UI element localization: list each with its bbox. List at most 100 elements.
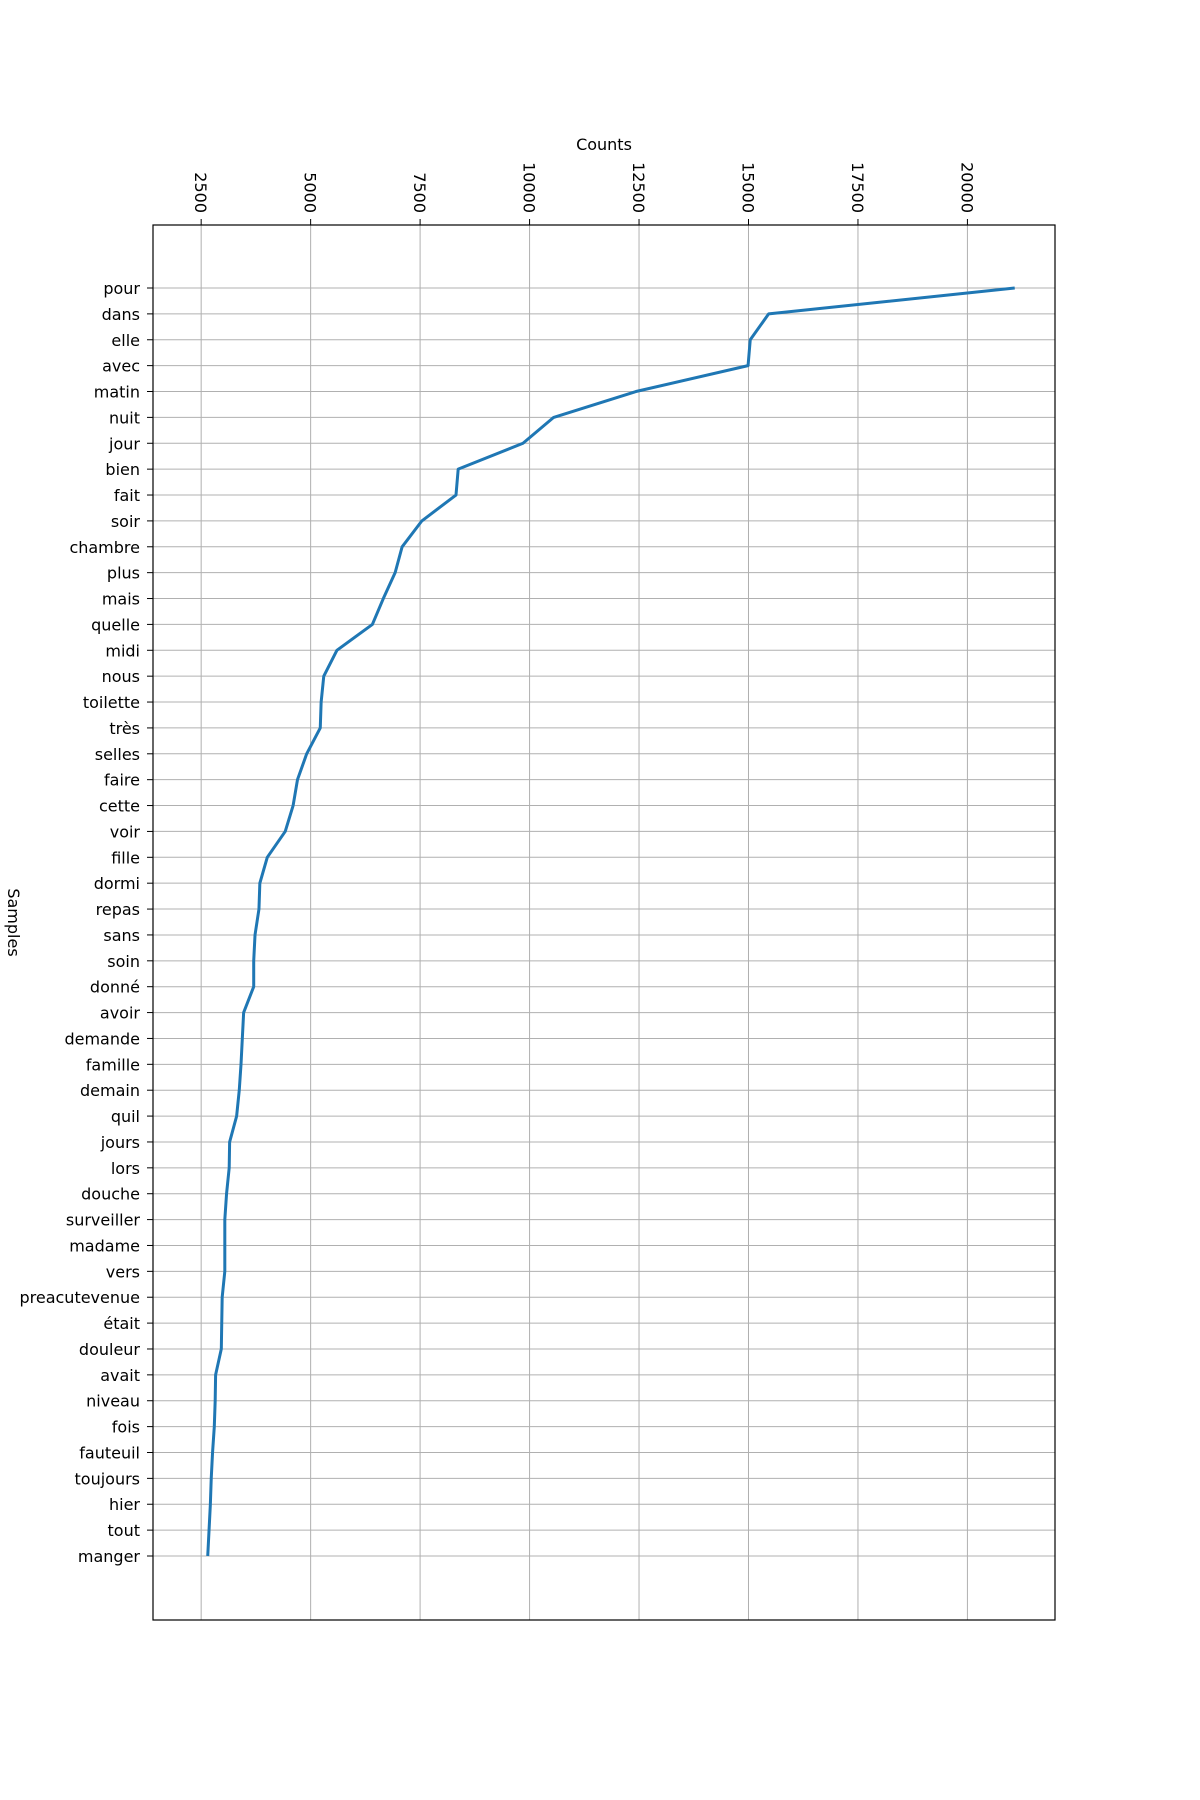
y-tick-label: cette [99,797,140,816]
data-point-avec [747,364,750,367]
data-point-nous [322,675,325,678]
y-tick-label: matin [94,383,140,402]
y-tick-label: voir [110,822,141,841]
y-tick-label: fois [112,1418,140,1437]
data-point-avait [214,1373,217,1376]
data-point-douleur [220,1347,223,1350]
data-point-matin [634,390,637,393]
data-point-nuit [552,416,555,419]
y-axis-ticks: pour dans elle avec matin nuit jour bien fait soi… [19,279,153,1566]
y-tick-label: selles [95,745,140,764]
x-axis-title: Counts [576,135,632,154]
y-tick-label: fauteuil [79,1443,140,1462]
y-tick-label: avec [102,357,140,376]
data-point-bien [457,468,460,471]
data-point-dormi [258,882,261,885]
data-point-soir [420,519,423,522]
data-point-demain [238,1089,241,1092]
plot-frame [152,224,1056,1621]
y-tick-label: bien [105,460,140,479]
data-point-fait [455,494,458,497]
y-tick-label: sans [103,926,140,945]
y-tick-label: soin [107,952,140,971]
data-point-manger [206,1555,209,1558]
data-point-sans [254,933,257,936]
y-tick-label: mais [102,590,140,609]
data-point-selles [305,752,308,755]
data-point-midi [335,649,338,652]
data-point-mais [382,597,385,600]
y-tick-label: douche [81,1185,140,1204]
data-point-demande [241,1037,244,1040]
data-point-fois [213,1425,216,1428]
y-axis-title: Samples [4,888,23,956]
data-point-fauteuil [211,1451,214,1454]
data-point-cette [292,804,295,807]
data-point-vers [223,1270,226,1273]
y-tick-label: repas [96,900,140,919]
data-point-jours [228,1140,231,1143]
y-tick-label: très [109,719,140,738]
series-line [206,286,1015,1557]
y-tick-label: nous [102,667,140,686]
data-point-tout [208,1529,211,1532]
y-tick-label: jour [108,434,140,453]
y-tick-label: surveiller [66,1211,141,1230]
y-tick-label: elle [111,331,140,350]
y-tick-label: soir [111,512,141,531]
y-tick-label: toujours [75,1469,141,1488]
data-point-preacutevenue [221,1296,224,1299]
y-tick-label: quelle [91,615,140,634]
data-point-fille [266,856,269,859]
data-point-quil [235,1115,238,1118]
y-tick-label: chambre [69,538,140,557]
data-point-plus [394,571,397,574]
data-point-niveau [214,1399,217,1402]
y-tick-label: donné [90,978,140,997]
y-tick-label: dans [102,305,140,324]
x-tick-label: 2500 [191,172,210,213]
y-tick-label: niveau [86,1392,140,1411]
y-tick-label: lors [111,1159,140,1178]
y-tick-label: famille [86,1055,140,1074]
x-tick-label: 5000 [301,172,320,213]
y-tick-label: nuit [109,408,140,427]
y-tick-label: manger [78,1547,141,1566]
data-point-quelle [371,623,374,626]
y-tick-label: quil [111,1107,140,1126]
series-line-layer [206,286,1016,1558]
x-tick-label: 20000 [957,162,976,213]
data-point-très [319,726,322,729]
y-tick-label: preacutevenue [19,1288,140,1307]
y-tick-label: midi [105,641,140,660]
y-tick-label: demande [64,1029,140,1048]
data-point-repas [257,908,260,911]
x-tick-label: 7500 [410,172,429,213]
data-point-toilette [320,701,323,704]
data-point-soin [252,959,255,962]
y-tick-label: faire [104,771,140,790]
data-point-lors [228,1166,231,1169]
y-tick-label: jours [100,1133,140,1152]
y-tick-label: plus [107,564,140,583]
x-tick-label: 15000 [738,162,757,213]
y-tick-label: vers [106,1262,140,1281]
y-tick-label: dormi [94,874,140,893]
y-tick-label: demain [80,1081,140,1100]
x-tick-label: 12500 [629,162,648,213]
data-point-madame [223,1244,226,1247]
data-point-était [220,1322,223,1325]
y-tick-label: était [103,1314,140,1333]
x-tick-label: 10000 [520,162,539,213]
data-point-elle [749,338,752,341]
data-point-donné [252,985,255,988]
data-point-toujours [210,1477,213,1480]
data-point-douche [225,1192,228,1195]
data-point-dans [767,312,770,315]
data-point-pour [1013,287,1016,290]
x-tick-label: 17500 [848,162,867,213]
data-point-voir [284,830,287,833]
y-tick-label: pour [103,279,140,298]
y-tick-label: fait [114,486,140,505]
